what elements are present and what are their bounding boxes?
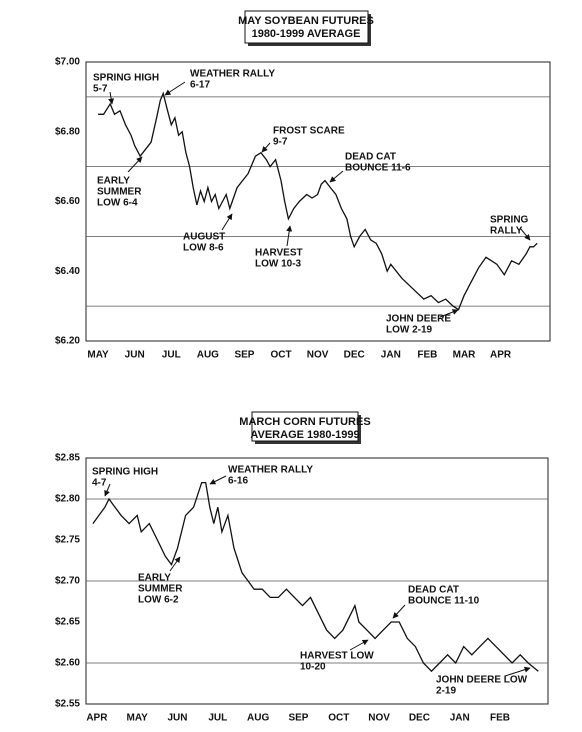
annotation: 5-7: [93, 84, 108, 95]
y-tick-label: $2.85: [55, 453, 80, 464]
annotation-arrow: [221, 213, 233, 231]
annotation: FROST SCARE: [273, 126, 345, 137]
y-tick-label: $2.70: [55, 576, 80, 587]
annotation-arrow: [329, 170, 344, 183]
annotation: LOW 6-2: [138, 595, 179, 606]
annotation: LOW 10-3: [255, 259, 302, 270]
annotation-arrow: [169, 556, 181, 572]
y-tick-label: $2.65: [55, 617, 80, 628]
annotation: BOUNCE 11-10: [408, 596, 480, 607]
annotation: SPRING: [490, 215, 529, 226]
annotation: SPRING HIGH: [92, 467, 158, 478]
chart-title: MAY SOYBEAN FUTURES: [238, 15, 374, 27]
annotation-arrow: [108, 91, 115, 105]
annotation: LOW 6-4: [97, 198, 138, 209]
annotation-arrow: [392, 604, 406, 619]
chart-title: MARCH CORN FUTURES: [239, 416, 370, 428]
annotation: DEAD CAT: [345, 152, 396, 163]
x-tick-label: DEC: [344, 350, 365, 361]
annotation-arrow: [439, 309, 459, 318]
annotation: DEAD CAT: [408, 585, 459, 596]
y-tick-label: $7.00: [55, 57, 80, 68]
annotation: HARVEST LOW: [300, 651, 374, 662]
x-tick-label: SEP: [234, 350, 254, 361]
title-box: [251, 411, 359, 442]
annotation-arrow: [127, 156, 143, 173]
y-tick-label: $6.60: [55, 196, 80, 207]
x-tick-label: JAN: [381, 350, 401, 361]
annotation: RALLY: [490, 226, 523, 237]
y-tick-label: $2.55: [55, 699, 80, 710]
x-tick-label: AUG: [247, 713, 269, 724]
annotation: SUMMER: [97, 187, 142, 198]
y-tick-label: $2.75: [55, 535, 80, 546]
annotation: 4-7: [92, 478, 107, 489]
x-tick-label: JUN: [168, 713, 188, 724]
annotation: WEATHER RALLY: [228, 465, 313, 476]
annotation-arrow: [104, 483, 111, 497]
x-tick-label: NOV: [368, 713, 390, 724]
annotation-arrow: [519, 227, 531, 241]
price-line: [92, 481, 539, 673]
annotation: LOW 8-6: [183, 243, 224, 254]
chart-subtitle: AVERAGE 1980-1999: [250, 429, 359, 441]
annotation-arrow: [349, 639, 369, 651]
annotation-arrow: [261, 142, 271, 153]
x-tick-label: NOV: [307, 350, 329, 361]
annotation: 9-7: [273, 137, 288, 148]
annotation: EARLY: [138, 573, 171, 584]
title-box: [244, 10, 369, 44]
chart-subtitle: 1980-1999 AVERAGE: [252, 28, 361, 40]
y-tick-label: $6.40: [55, 266, 80, 277]
annotation: JOHN DEERE: [386, 314, 451, 325]
x-tick-label: MAY: [127, 713, 149, 724]
x-tick-label: JUL: [162, 350, 181, 361]
x-tick-label: JUN: [125, 350, 145, 361]
x-tick-label: OCT: [328, 713, 349, 724]
annotation: BOUNCE 11-6: [345, 163, 411, 174]
annotation: LOW 2-19: [386, 325, 433, 336]
x-tick-label: MAR: [453, 350, 477, 361]
x-tick-label: JUL: [208, 713, 227, 724]
x-tick-label: AUG: [197, 350, 219, 361]
annotation: JOHN DEERE LOW: [436, 675, 528, 686]
plot-frame: [85, 61, 551, 342]
annotation-arrow: [164, 81, 186, 96]
annotation: AUGUST: [183, 232, 225, 243]
annotation: 2-19: [436, 686, 456, 697]
x-tick-label: JAN: [450, 713, 470, 724]
x-tick-label: DEC: [409, 713, 430, 724]
x-tick-label: SEP: [288, 713, 308, 724]
annotation-arrow: [504, 666, 531, 677]
annotation-arrow: [209, 475, 227, 485]
price-line: [98, 91, 538, 311]
x-tick-label: APR: [490, 350, 512, 361]
y-tick-label: $6.20: [55, 336, 80, 347]
annotation-arrow: [286, 225, 293, 247]
y-tick-label: $2.80: [55, 494, 80, 505]
x-tick-label: MAY: [87, 350, 109, 361]
annotation: EARLY: [97, 176, 130, 187]
y-tick-label: $6.80: [55, 126, 80, 137]
annotation: 6-16: [228, 476, 248, 487]
x-tick-label: FEB: [417, 350, 437, 361]
x-tick-label: APR: [86, 713, 108, 724]
annotation: HARVEST: [255, 248, 303, 259]
x-tick-label: FEB: [490, 713, 510, 724]
annotation: 10-20: [300, 662, 326, 673]
y-tick-label: $2.60: [55, 658, 80, 669]
annotation: WEATHER RALLY: [190, 69, 275, 80]
x-tick-label: OCT: [270, 350, 291, 361]
annotation: 6-17: [190, 80, 210, 91]
annotation: SUMMER: [138, 584, 183, 595]
annotation: SPRING HIGH: [93, 73, 159, 84]
